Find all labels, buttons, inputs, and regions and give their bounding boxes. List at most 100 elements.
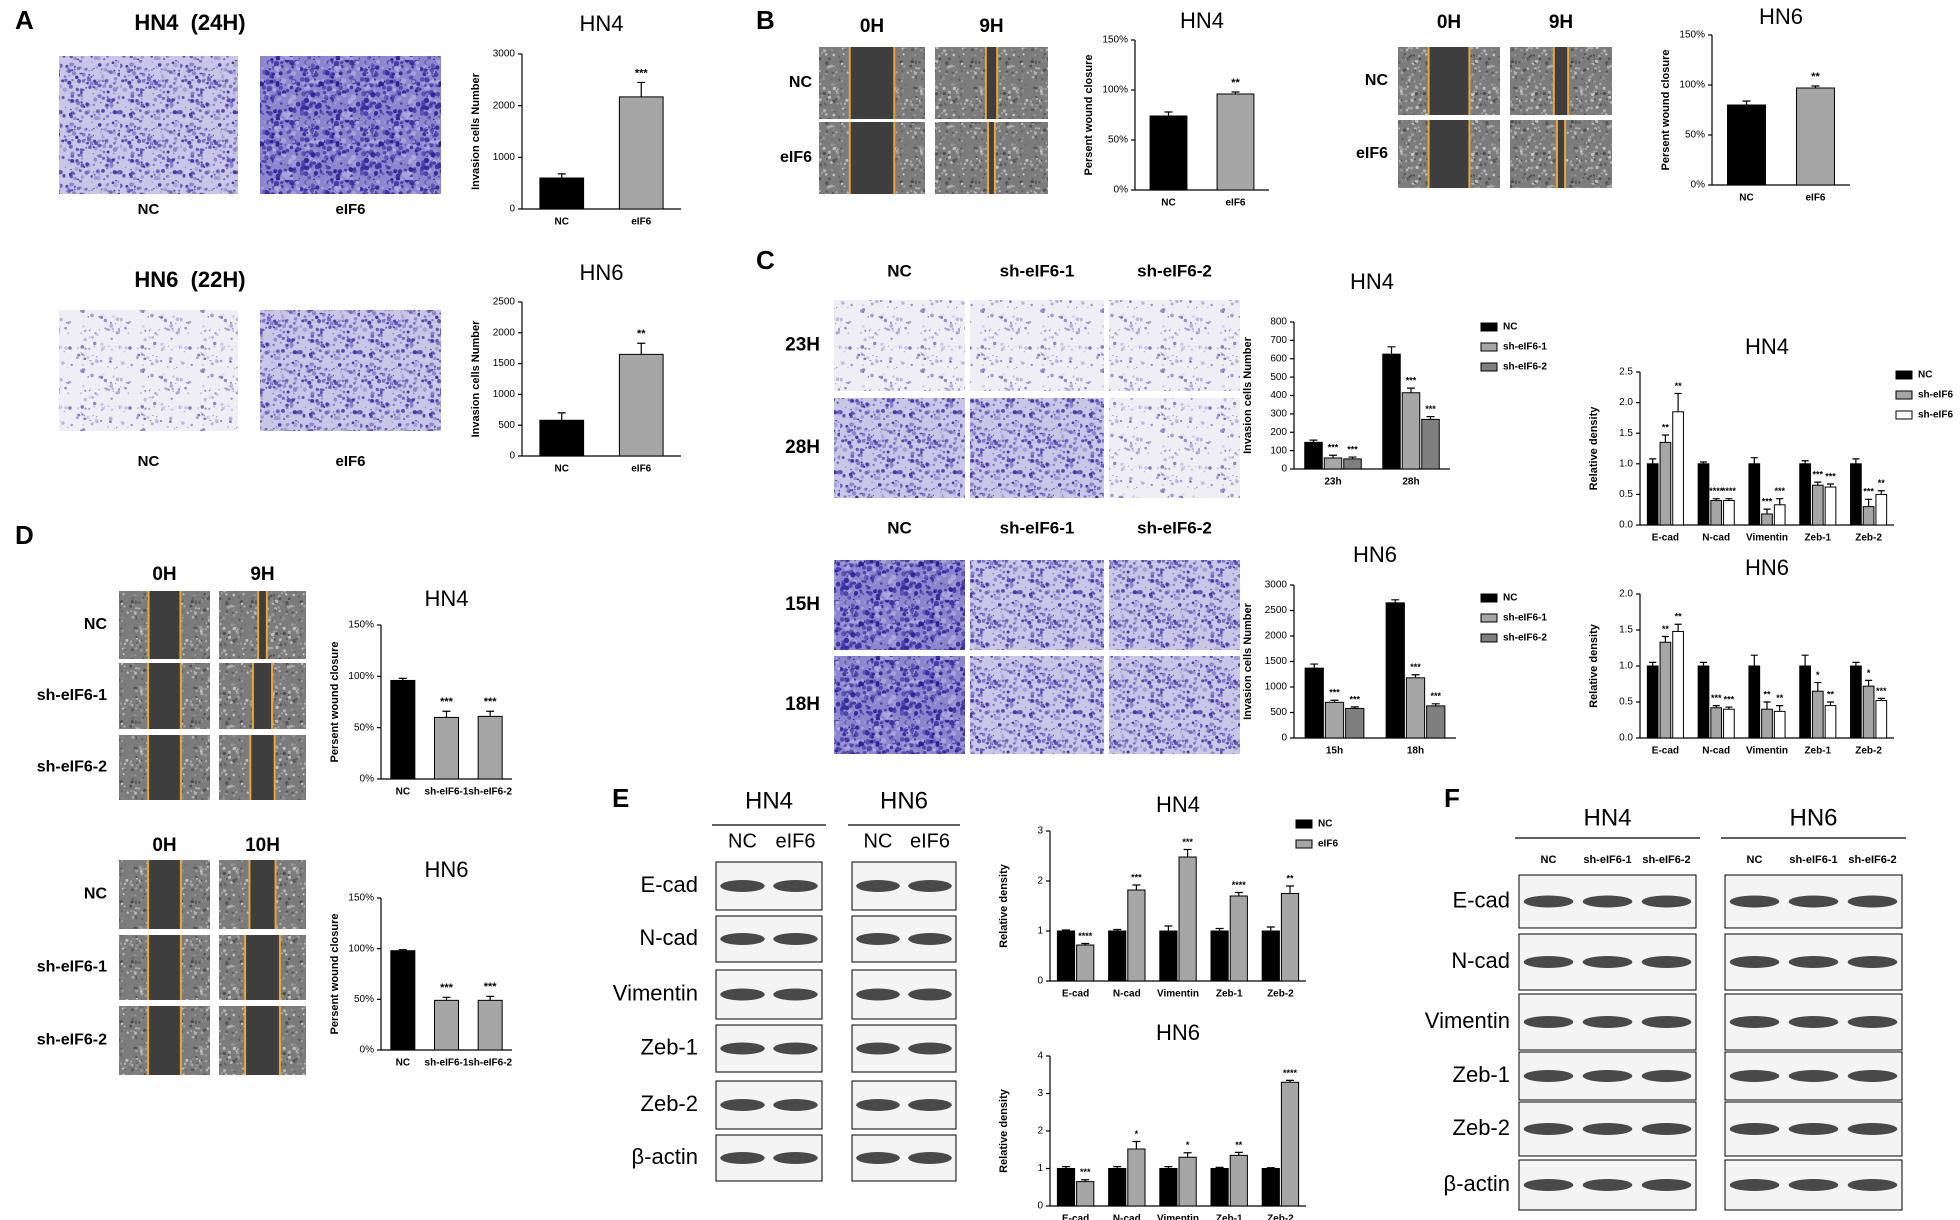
micrograph <box>1109 300 1240 391</box>
y-tick-label: 500 <box>498 420 515 431</box>
blot-band <box>720 1099 765 1111</box>
error-bar <box>1215 927 1224 931</box>
blot-band <box>908 1042 952 1055</box>
blot-title: HN4 <box>745 787 793 814</box>
bar <box>1875 700 1888 739</box>
bar <box>539 419 585 457</box>
y-axis-label: Persent wound closure <box>329 641 341 762</box>
y-tick-label: 200 <box>1270 427 1287 438</box>
y-tick-label: 600 <box>1270 353 1287 364</box>
bar <box>1799 463 1811 526</box>
bar <box>1159 930 1178 982</box>
x-tick-label: Zeb-2 <box>1267 1214 1294 1220</box>
bar <box>1280 1081 1300 1207</box>
bar <box>477 715 503 780</box>
y-tick-label: 0.0 <box>1619 520 1633 531</box>
error-bar <box>1330 699 1339 703</box>
wound-gap <box>148 1006 181 1075</box>
x-tick-label: N-cad <box>1702 533 1730 544</box>
lane-label: NC <box>1541 854 1557 866</box>
significance-label: * <box>1867 668 1871 678</box>
error-bar <box>1286 885 1294 894</box>
y-tick-label: 0.5 <box>1619 697 1633 708</box>
bar <box>1343 458 1362 470</box>
bar <box>477 999 503 1051</box>
protein-label: Zeb-2 <box>641 1091 698 1116</box>
panel-label: A <box>15 5 34 35</box>
bar <box>618 96 664 210</box>
error-bar <box>1411 674 1420 678</box>
significance-label: ** <box>637 328 646 340</box>
error-bar <box>1742 100 1751 105</box>
y-tick-label: 2.0 <box>1619 589 1633 600</box>
error-bar <box>637 342 646 355</box>
legend-label: eIF6 <box>1318 839 1338 850</box>
y-tick-label: 1.0 <box>1619 458 1633 469</box>
significance-label: *** <box>1825 471 1836 481</box>
bar <box>1382 353 1401 470</box>
y-tick-label: 3000 <box>493 49 516 60</box>
y-tick-label: 0.5 <box>1619 489 1633 500</box>
blot-band <box>908 880 952 892</box>
wound-gap <box>252 663 273 729</box>
bar <box>1426 705 1446 739</box>
blot-band <box>1523 1070 1574 1082</box>
significance-label: ** <box>1675 381 1683 391</box>
bar <box>1811 690 1824 739</box>
legend-swatch <box>1895 410 1913 420</box>
bar <box>390 950 416 1051</box>
panel-label: D <box>15 520 34 550</box>
wound-gap <box>148 735 181 800</box>
x-tick-label: Vimentin <box>1157 989 1199 1000</box>
y-tick-label: 500 <box>1270 372 1287 383</box>
bar <box>1875 493 1888 526</box>
micrograph <box>1109 398 1240 498</box>
bar <box>1748 463 1761 526</box>
significance-label: ** <box>1675 612 1683 622</box>
error-bar <box>1113 928 1122 931</box>
y-tick-label: 500 <box>1270 707 1287 718</box>
blot-band <box>1641 1123 1692 1135</box>
error-bar <box>557 173 566 178</box>
blot-band <box>1847 895 1898 908</box>
row-label: NC <box>1365 72 1389 89</box>
bar <box>1796 87 1835 186</box>
y-axis-label: Persent wound closure <box>1083 54 1095 175</box>
blot-band <box>1641 895 1692 908</box>
blot-band <box>856 933 900 945</box>
protein-label: Vimentin <box>613 980 698 1005</box>
significance-label: *** <box>1813 470 1824 480</box>
significance-label: *** <box>1349 694 1360 704</box>
micrograph <box>834 300 965 391</box>
y-tick-label: 100 <box>1270 445 1287 456</box>
protein-label: E-cad <box>641 872 698 897</box>
row-label: eIF6 <box>1356 145 1388 162</box>
micrograph <box>970 398 1104 498</box>
legend-label: sh-eIF6-1 <box>1503 613 1547 624</box>
significance-label: ** <box>1235 1140 1243 1150</box>
bar <box>1108 930 1127 982</box>
blot-band <box>1729 1123 1780 1135</box>
error-bar <box>1407 387 1415 393</box>
y-tick-label: 0 <box>1037 976 1043 987</box>
error-bar <box>1266 1167 1275 1169</box>
bar <box>1280 893 1300 982</box>
column-label: NC <box>887 518 912 537</box>
x-tick-label: 28h <box>1402 477 1419 488</box>
blot-band <box>1788 1016 1839 1028</box>
bar <box>1710 500 1723 526</box>
blot-band <box>1582 1070 1633 1082</box>
micrograph <box>59 56 238 194</box>
x-tick-label: Zeb-1 <box>1216 1214 1243 1220</box>
significance-label: *** <box>1329 688 1340 698</box>
significance-label: **** <box>1709 486 1724 496</box>
legend-swatch <box>1480 322 1498 332</box>
protein-label: Zeb-2 <box>1453 1115 1510 1140</box>
x-tick-label: E-cad <box>1062 989 1089 1000</box>
error-bar <box>1081 1179 1090 1182</box>
significance-label: *** <box>1425 404 1436 414</box>
error-bar <box>1865 498 1873 507</box>
image-title: HN4 (24H) <box>134 10 245 35</box>
image-label: NC <box>138 201 160 218</box>
y-tick-label: 1.5 <box>1619 428 1633 439</box>
